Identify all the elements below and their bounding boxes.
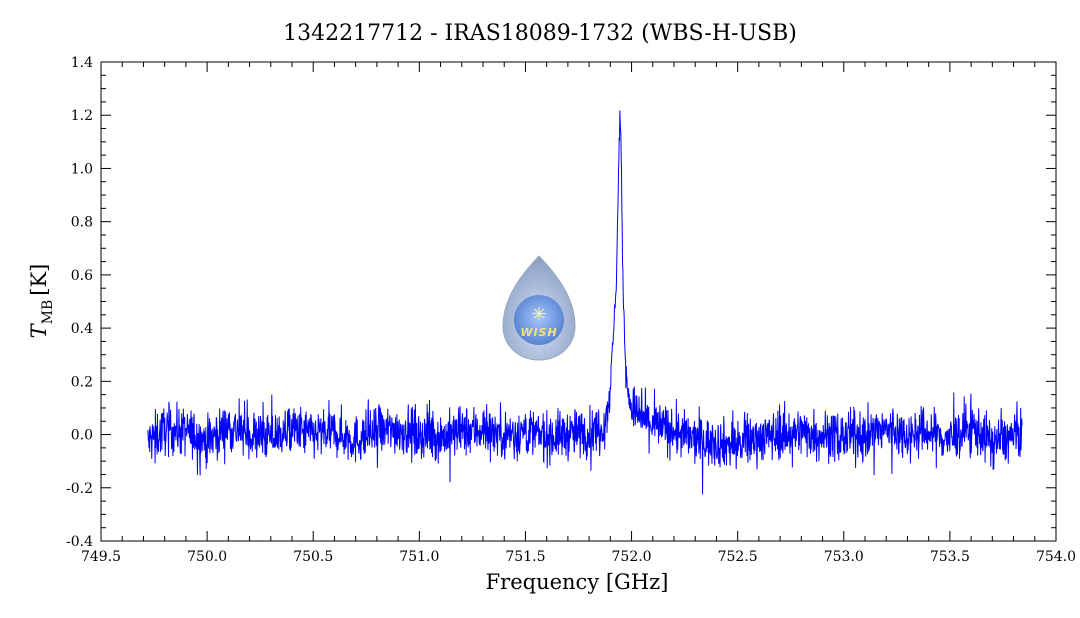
x-tick-label: 752.5 <box>718 549 758 565</box>
y-axis-label-sub: MB <box>40 300 56 325</box>
svg-text:TMB[K]: TMB [K] <box>27 264 56 339</box>
y-axis-label-main: T <box>27 322 51 338</box>
x-tick-label: 753.5 <box>930 549 970 565</box>
star-icon: ✳ <box>531 304 546 325</box>
y-tick-label: 0.0 <box>71 428 93 444</box>
y-tick-label: 0.4 <box>71 321 93 337</box>
y-axis-label-unit: [K] <box>27 264 51 296</box>
y-tick-label: 1.0 <box>71 161 93 177</box>
y-axis-label: TMB [K] <box>27 264 56 339</box>
y-tick-label: 0.8 <box>71 215 93 231</box>
axis-ticks <box>100 61 1057 542</box>
x-axis-label: Frequency [GHz] <box>486 570 669 594</box>
y-tick-label: 0.6 <box>71 268 93 284</box>
x-tick-label: 754.0 <box>1036 549 1076 565</box>
y-tick-label: 1.2 <box>71 108 93 124</box>
x-tick-label: 749.5 <box>81 549 121 565</box>
y-tick-label: 1.4 <box>71 55 93 71</box>
x-tick-label: 751.5 <box>505 549 545 565</box>
x-tick-labels: 749.5 750.0 750.5 751.0 751.5 752.0 752.5 753.0… <box>81 549 1076 565</box>
logo-text: WISH <box>520 326 557 339</box>
x-tick-label: 750.0 <box>187 549 227 565</box>
wish-logo: ✳ WISH <box>502 255 576 361</box>
y-tick-labels: -0.4 -0.2 0.0 0.2 0.4 0.6 0.8 1.0 1.2 1.4 <box>66 55 93 550</box>
y-tick-label: -0.4 <box>66 534 93 550</box>
chart-title: 1342217712 - IRAS18089-1732 (WBS-H-USB) <box>283 21 797 46</box>
globe-icon <box>514 295 564 345</box>
x-tick-label: 751.0 <box>399 549 439 565</box>
y-tick-label: 0.2 <box>71 374 93 390</box>
x-tick-label: 750.5 <box>293 549 333 565</box>
series-line <box>147 110 1023 495</box>
y-tick-label: -0.2 <box>66 481 93 497</box>
x-tick-label: 752.0 <box>612 549 652 565</box>
x-tick-label: 753.0 <box>824 549 864 565</box>
plot-frame <box>100 61 1057 542</box>
